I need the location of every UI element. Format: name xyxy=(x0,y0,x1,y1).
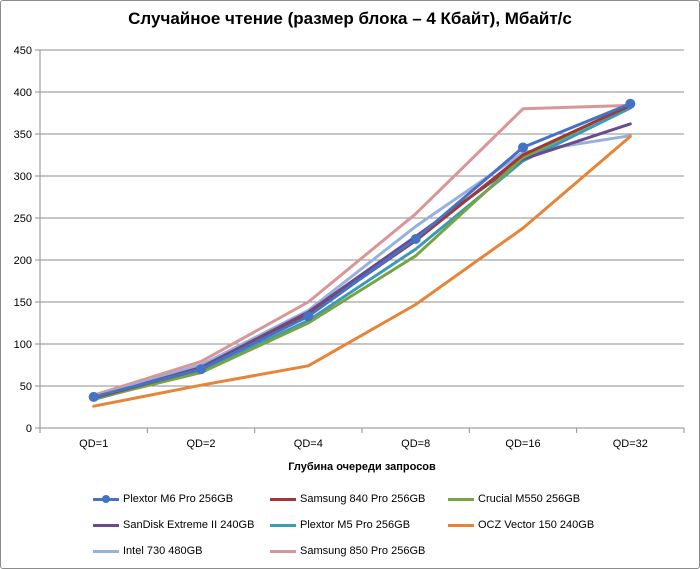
series-markers xyxy=(88,98,636,402)
x-tick-label: QD=4 xyxy=(294,438,323,450)
legend-label: Plextor M6 Pro 256GB xyxy=(123,493,234,505)
legend-item: Crucial M550 256GB xyxy=(448,492,580,506)
legend-item: Plextor M5 Pro 256GB xyxy=(270,518,410,532)
data-point xyxy=(88,391,99,402)
legend-item: OCZ Vector 150 240GB xyxy=(448,518,594,532)
y-tick-label: 300 xyxy=(14,171,32,183)
data-point xyxy=(625,98,636,109)
data-point xyxy=(518,142,528,153)
y-tick-label: 150 xyxy=(14,297,32,309)
series-line xyxy=(92,103,632,401)
legend-label: OCZ Vector 150 240GB xyxy=(478,519,595,531)
legend-item: Samsung 840 Pro 256GB xyxy=(270,492,425,506)
y-tick-label: 250 xyxy=(14,213,32,225)
legend-item: Plextor M6 Pro 256GB xyxy=(93,492,233,506)
y-tick-label: 200 xyxy=(14,255,32,267)
legend-label: Crucial M550 256GB xyxy=(478,493,581,505)
legend-label: Samsung 850 Pro 256GB xyxy=(300,545,426,557)
y-tick-label: 400 xyxy=(14,87,32,99)
series-line xyxy=(92,122,632,400)
x-tick-label: QD=16 xyxy=(505,438,540,450)
data-point xyxy=(410,234,421,244)
data-point xyxy=(303,311,314,322)
x-axis-label: Глубина очереди запросов xyxy=(288,461,436,473)
series-line xyxy=(92,103,632,397)
legend-item: Intel 730 480GB xyxy=(93,544,203,558)
y-tick-labels: 0 50 100 150 200 250 300 350 400 450 xyxy=(14,45,32,435)
legend-item: Samsung 850 Pro 256GB xyxy=(270,544,425,558)
y-tick-label: 100 xyxy=(14,339,32,351)
y-tick-label: 50 xyxy=(20,381,32,393)
x-tick-label: QD=1 xyxy=(79,438,108,450)
x-tick-label: QD=32 xyxy=(613,438,648,450)
series-lines xyxy=(92,102,632,408)
legend-label: Plextor M5 Pro 256GB xyxy=(300,519,411,531)
series-line xyxy=(92,134,632,399)
chart-title: Случайное чтение (размер блока – 4 Кбайт… xyxy=(128,9,572,28)
legend-swatch xyxy=(270,492,296,506)
series-line xyxy=(92,135,632,408)
legend-swatch xyxy=(93,518,119,532)
x-tick-label: QD=8 xyxy=(401,438,430,450)
legend-label: Samsung 840 Pro 256GB xyxy=(300,493,426,505)
legend-label: SanDisk Extreme II 240GB xyxy=(123,519,255,531)
axes xyxy=(35,49,685,433)
data-point xyxy=(196,364,206,375)
legend-swatch xyxy=(448,518,474,532)
legend-swatch xyxy=(448,492,474,506)
x-tick-labels: QD=1 QD=2 QD=4 QD=8 QD=16 QD=32 xyxy=(79,438,648,450)
y-tick-label: 450 xyxy=(14,45,32,57)
legend-swatch xyxy=(93,492,119,506)
legend-item: SanDisk Extreme II 240GB xyxy=(93,518,254,532)
legend-swatch xyxy=(93,544,119,558)
series-line xyxy=(92,102,632,399)
legend-swatch xyxy=(270,518,296,532)
y-tick-label: 0 xyxy=(26,423,32,435)
legend-swatch xyxy=(270,544,296,558)
y-tick-label: 350 xyxy=(14,129,32,141)
x-tick-label: QD=2 xyxy=(186,438,215,450)
legend-label: Intel 730 480GB xyxy=(123,545,203,557)
